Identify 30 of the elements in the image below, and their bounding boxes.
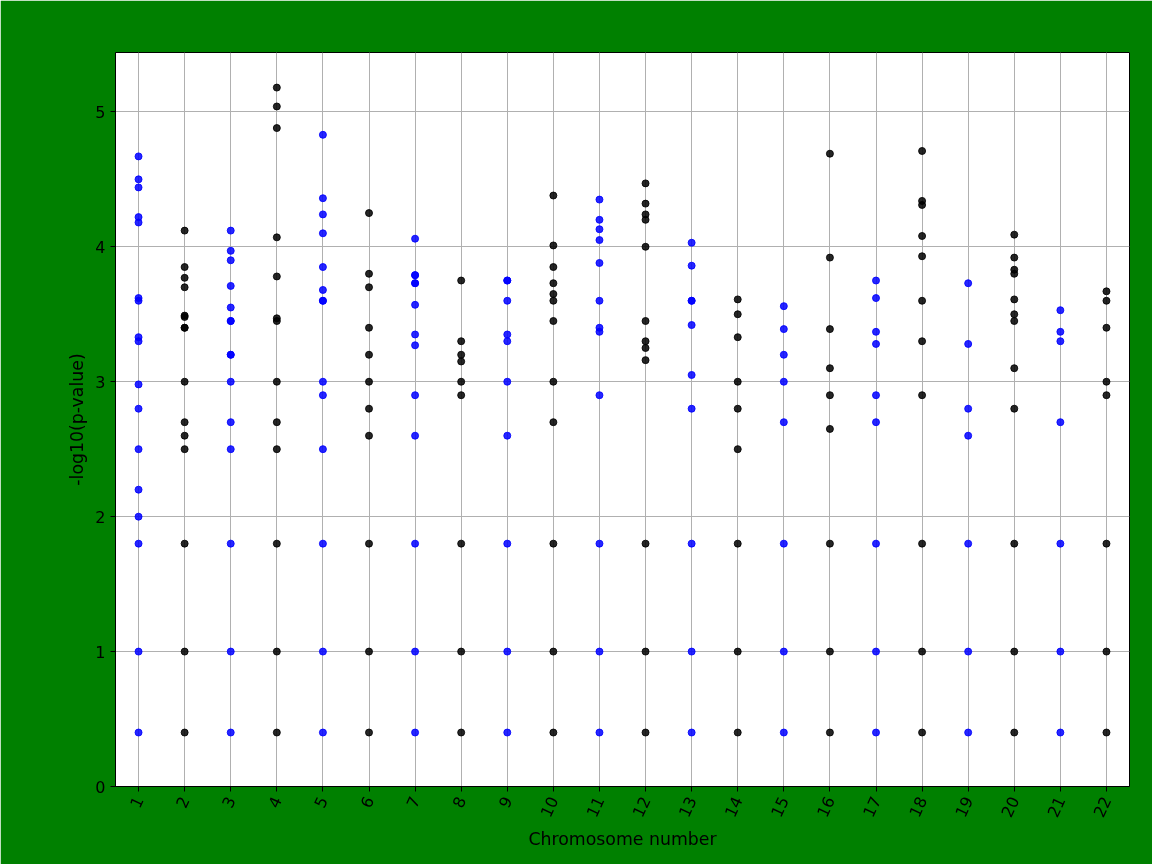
y-tick-label: 1 [95, 642, 106, 662]
x-tick-label: 22 [1089, 793, 1116, 821]
x-tick-label: 13 [674, 793, 701, 821]
x-tick-label: 19 [951, 793, 978, 821]
x-tick-label: 7 [402, 793, 425, 811]
y-tick-label: 2 [95, 507, 106, 527]
x-tick-label: 4 [264, 793, 286, 811]
x-axis-title: Chromosome number [528, 829, 718, 850]
y-tick-label: 0 [95, 777, 106, 797]
x-tick-label: 20 [997, 793, 1024, 821]
x-tick-label: 1 [126, 793, 148, 811]
x-tick-label: 3 [218, 793, 240, 811]
x-tick-label: 18 [905, 793, 932, 821]
x-tick-label: 21 [1043, 793, 1070, 821]
x-tick-label: 10 [536, 793, 563, 821]
y-tick-label: 5 [95, 102, 106, 122]
y-axis-title: -log10(p-value) [67, 353, 88, 486]
x-tick-label: 12 [628, 793, 655, 821]
x-tick-label: 8 [448, 793, 471, 811]
y-tick-label: 3 [95, 372, 106, 392]
x-tick-label: 11 [582, 793, 609, 821]
x-tick-label: 15 [767, 793, 793, 821]
x-tick-label: 14 [720, 793, 747, 821]
x-tick-label: 6 [356, 793, 379, 811]
x-tick-label: 9 [494, 793, 517, 811]
x-tick-label: 5 [310, 793, 332, 811]
x-tick-label: 16 [813, 793, 839, 821]
x-tick-label: 17 [859, 793, 886, 821]
x-tick-label: 2 [172, 793, 194, 811]
y-tick-label: 4 [95, 237, 106, 257]
